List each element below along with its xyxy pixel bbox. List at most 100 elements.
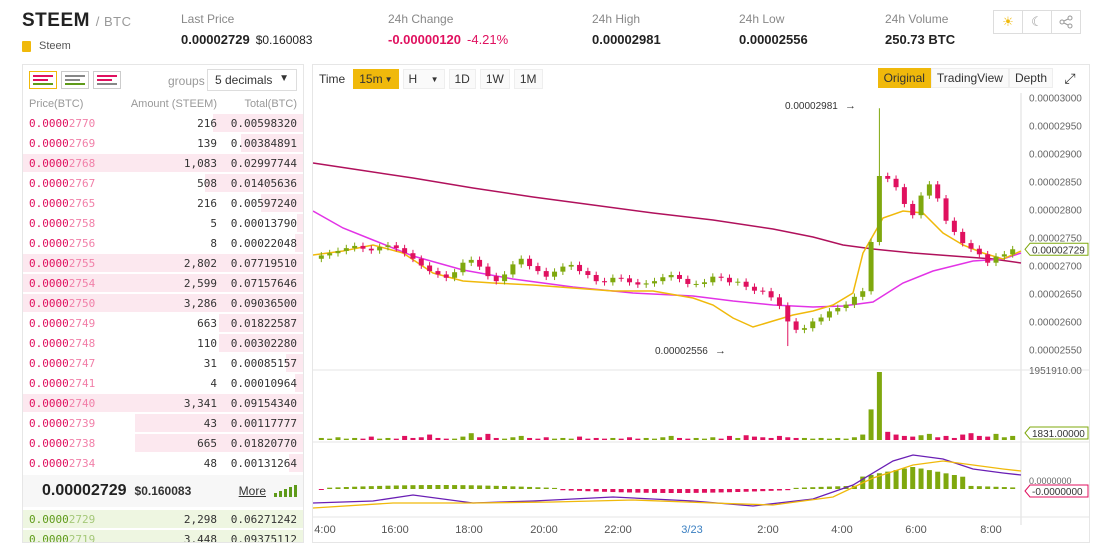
candle-body: [368, 248, 374, 251]
price-cell-digits: 2740: [68, 396, 96, 410]
price-cell-prefix: 0.0000: [29, 316, 69, 330]
tab-depth[interactable]: Depth: [1008, 68, 1053, 88]
volume-bar: [685, 438, 691, 440]
ask-row[interactable]: 0.00002765 216 0.00597240: [23, 193, 303, 213]
ask-row[interactable]: 0.00002769 139 0.00384891: [23, 133, 303, 153]
price-cell-digits: 2741: [68, 376, 96, 390]
fullscreen-icon[interactable]: ⤢: [1064, 69, 1076, 86]
macd-histogram-bar: [693, 489, 699, 493]
volume-bar: [793, 437, 799, 440]
order-book: groups 5 decimals ▼ Price(BTC) Amount (S…: [22, 64, 304, 543]
volume-bar: [785, 437, 791, 440]
macd-histogram-bar: [410, 485, 416, 489]
view-both-button[interactable]: [29, 71, 57, 89]
macd-histogram-bar: [643, 489, 649, 493]
volume-bar: [393, 438, 399, 440]
ask-row[interactable]: 0.00002768 1,083 0.02997744: [23, 153, 303, 173]
asks-list: 0.00002770 216 0.00598320 0.00002769 139 0.00…: [23, 113, 303, 473]
volume-bar: [1010, 435, 1016, 440]
volume-bar: [652, 438, 658, 440]
interval-1m[interactable]: 1M: [513, 69, 543, 89]
candle-body: [352, 245, 358, 249]
candle-body: [518, 258, 524, 265]
share-icon[interactable]: [1051, 10, 1081, 34]
order-book-header: Price(BTC) Amount (STEEM) Total(BTC): [23, 95, 303, 113]
candle-body: [610, 277, 616, 283]
ask-row[interactable]: 0.00002770 216 0.00598320: [23, 113, 303, 133]
interval-1w[interactable]: 1W: [479, 69, 510, 89]
depth-bar: [289, 454, 303, 472]
macd-histogram-bar: [485, 485, 491, 489]
volume-bar: [452, 438, 458, 440]
bid-row[interactable]: 0.00002729 2,298 0.06271242: [23, 509, 303, 529]
coin-name[interactable]: Steem: [39, 40, 71, 52]
ask-row[interactable]: 0.00002756 8 0.00022048: [23, 233, 303, 253]
macd-histogram-bar: [968, 485, 974, 489]
candle-body: [493, 276, 499, 282]
ask-row[interactable]: 0.00002754 2,599 0.07157646: [23, 273, 303, 293]
more-link[interactable]: More: [238, 484, 266, 498]
coin-info[interactable]: Steem: [22, 40, 71, 52]
interval-15m[interactable]: 15m ▼: [353, 69, 399, 89]
candle-body: [685, 278, 691, 284]
volume-bar: [901, 435, 907, 440]
tab-tradingview[interactable]: TradingView: [930, 68, 1009, 88]
candle-body: [1001, 254, 1007, 257]
ask-row[interactable]: 0.00002739 43 0.00117777: [23, 413, 303, 433]
price-cell: 0.00002758: [29, 217, 121, 230]
sun-icon[interactable]: ☀: [993, 10, 1023, 34]
candle-body: [793, 321, 799, 330]
ask-row[interactable]: 0.00002740 3,341 0.09154340: [23, 393, 303, 413]
macd-histogram-bar: [910, 467, 916, 489]
stat-last-price-value: 0.00002729: [181, 32, 250, 47]
groups-select[interactable]: 5 decimals ▼: [207, 69, 297, 91]
price-cell-prefix: 0.0000: [29, 276, 69, 290]
macd-histogram-bar: [402, 485, 408, 489]
stat-last-price-usd: $0.160083: [255, 33, 313, 47]
price-cell-digits: 2770: [68, 116, 96, 130]
ask-row[interactable]: 0.00002755 2,802 0.07719510: [23, 253, 303, 273]
time-tick-label: 16:00: [381, 524, 409, 536]
ask-row[interactable]: 0.00002767 508 0.01405636: [23, 173, 303, 193]
bid-row[interactable]: 0.00002719 3,448 0.09375112: [23, 529, 303, 542]
ask-row[interactable]: 0.00002741 4 0.00010964: [23, 373, 303, 393]
view-bids-button[interactable]: [61, 71, 89, 89]
price-cell-digits: 2738: [68, 436, 96, 450]
amount-cell: 663: [197, 316, 217, 330]
macd-histogram-bar: [760, 489, 766, 492]
candle-body: [893, 178, 899, 188]
volume-bar: [810, 438, 816, 440]
coin-info-icon: [22, 40, 31, 52]
candle-body: [477, 259, 483, 267]
volume-bar: [568, 438, 574, 440]
volume-bar: [627, 437, 633, 440]
candle-body: [577, 264, 583, 272]
view-asks-button[interactable]: [93, 71, 121, 89]
interval-1d[interactable]: 1D: [448, 69, 476, 89]
ask-row[interactable]: 0.00002747 31 0.00085157: [23, 353, 303, 373]
groups-label: groups: [168, 74, 205, 88]
stat-low-value: 0.00002556: [739, 32, 808, 47]
candlestick-chart[interactable]: 0.00003000 0.00002950 0.00002900 0.00002850…: [313, 93, 1089, 542]
price-cell-digits: 2768: [68, 156, 96, 170]
total-cell: 0.00302280: [230, 336, 297, 350]
ask-row[interactable]: 0.00002748 110 0.00302280: [23, 333, 303, 353]
volume-bar: [968, 433, 974, 440]
time-tick-label: 2:00: [757, 524, 778, 536]
interval-h[interactable]: H ▼: [402, 69, 445, 89]
ask-row[interactable]: 0.00002749 663 0.01822587: [23, 313, 303, 333]
tab-original[interactable]: Original: [877, 68, 931, 88]
macd-histogram-bar: [943, 473, 949, 489]
ask-row[interactable]: 0.00002734 48 0.00131264: [23, 453, 303, 473]
candle-body: [993, 256, 999, 263]
price-cell: 0.00002741: [29, 377, 121, 390]
total-cell: 0.00597240: [230, 196, 297, 210]
volume-bar: [876, 372, 882, 440]
ask-row[interactable]: 0.00002758 5 0.00013790: [23, 213, 303, 233]
ask-row[interactable]: 0.00002738 665 0.01820770: [23, 433, 303, 453]
moon-icon[interactable]: ☾: [1022, 10, 1052, 34]
volume-bar: [660, 437, 666, 440]
total-cell: 0.00013790: [230, 216, 297, 230]
ask-row[interactable]: 0.00002750 3,286 0.09036500: [23, 293, 303, 313]
price-cell-prefix: 0.0000: [29, 136, 69, 150]
